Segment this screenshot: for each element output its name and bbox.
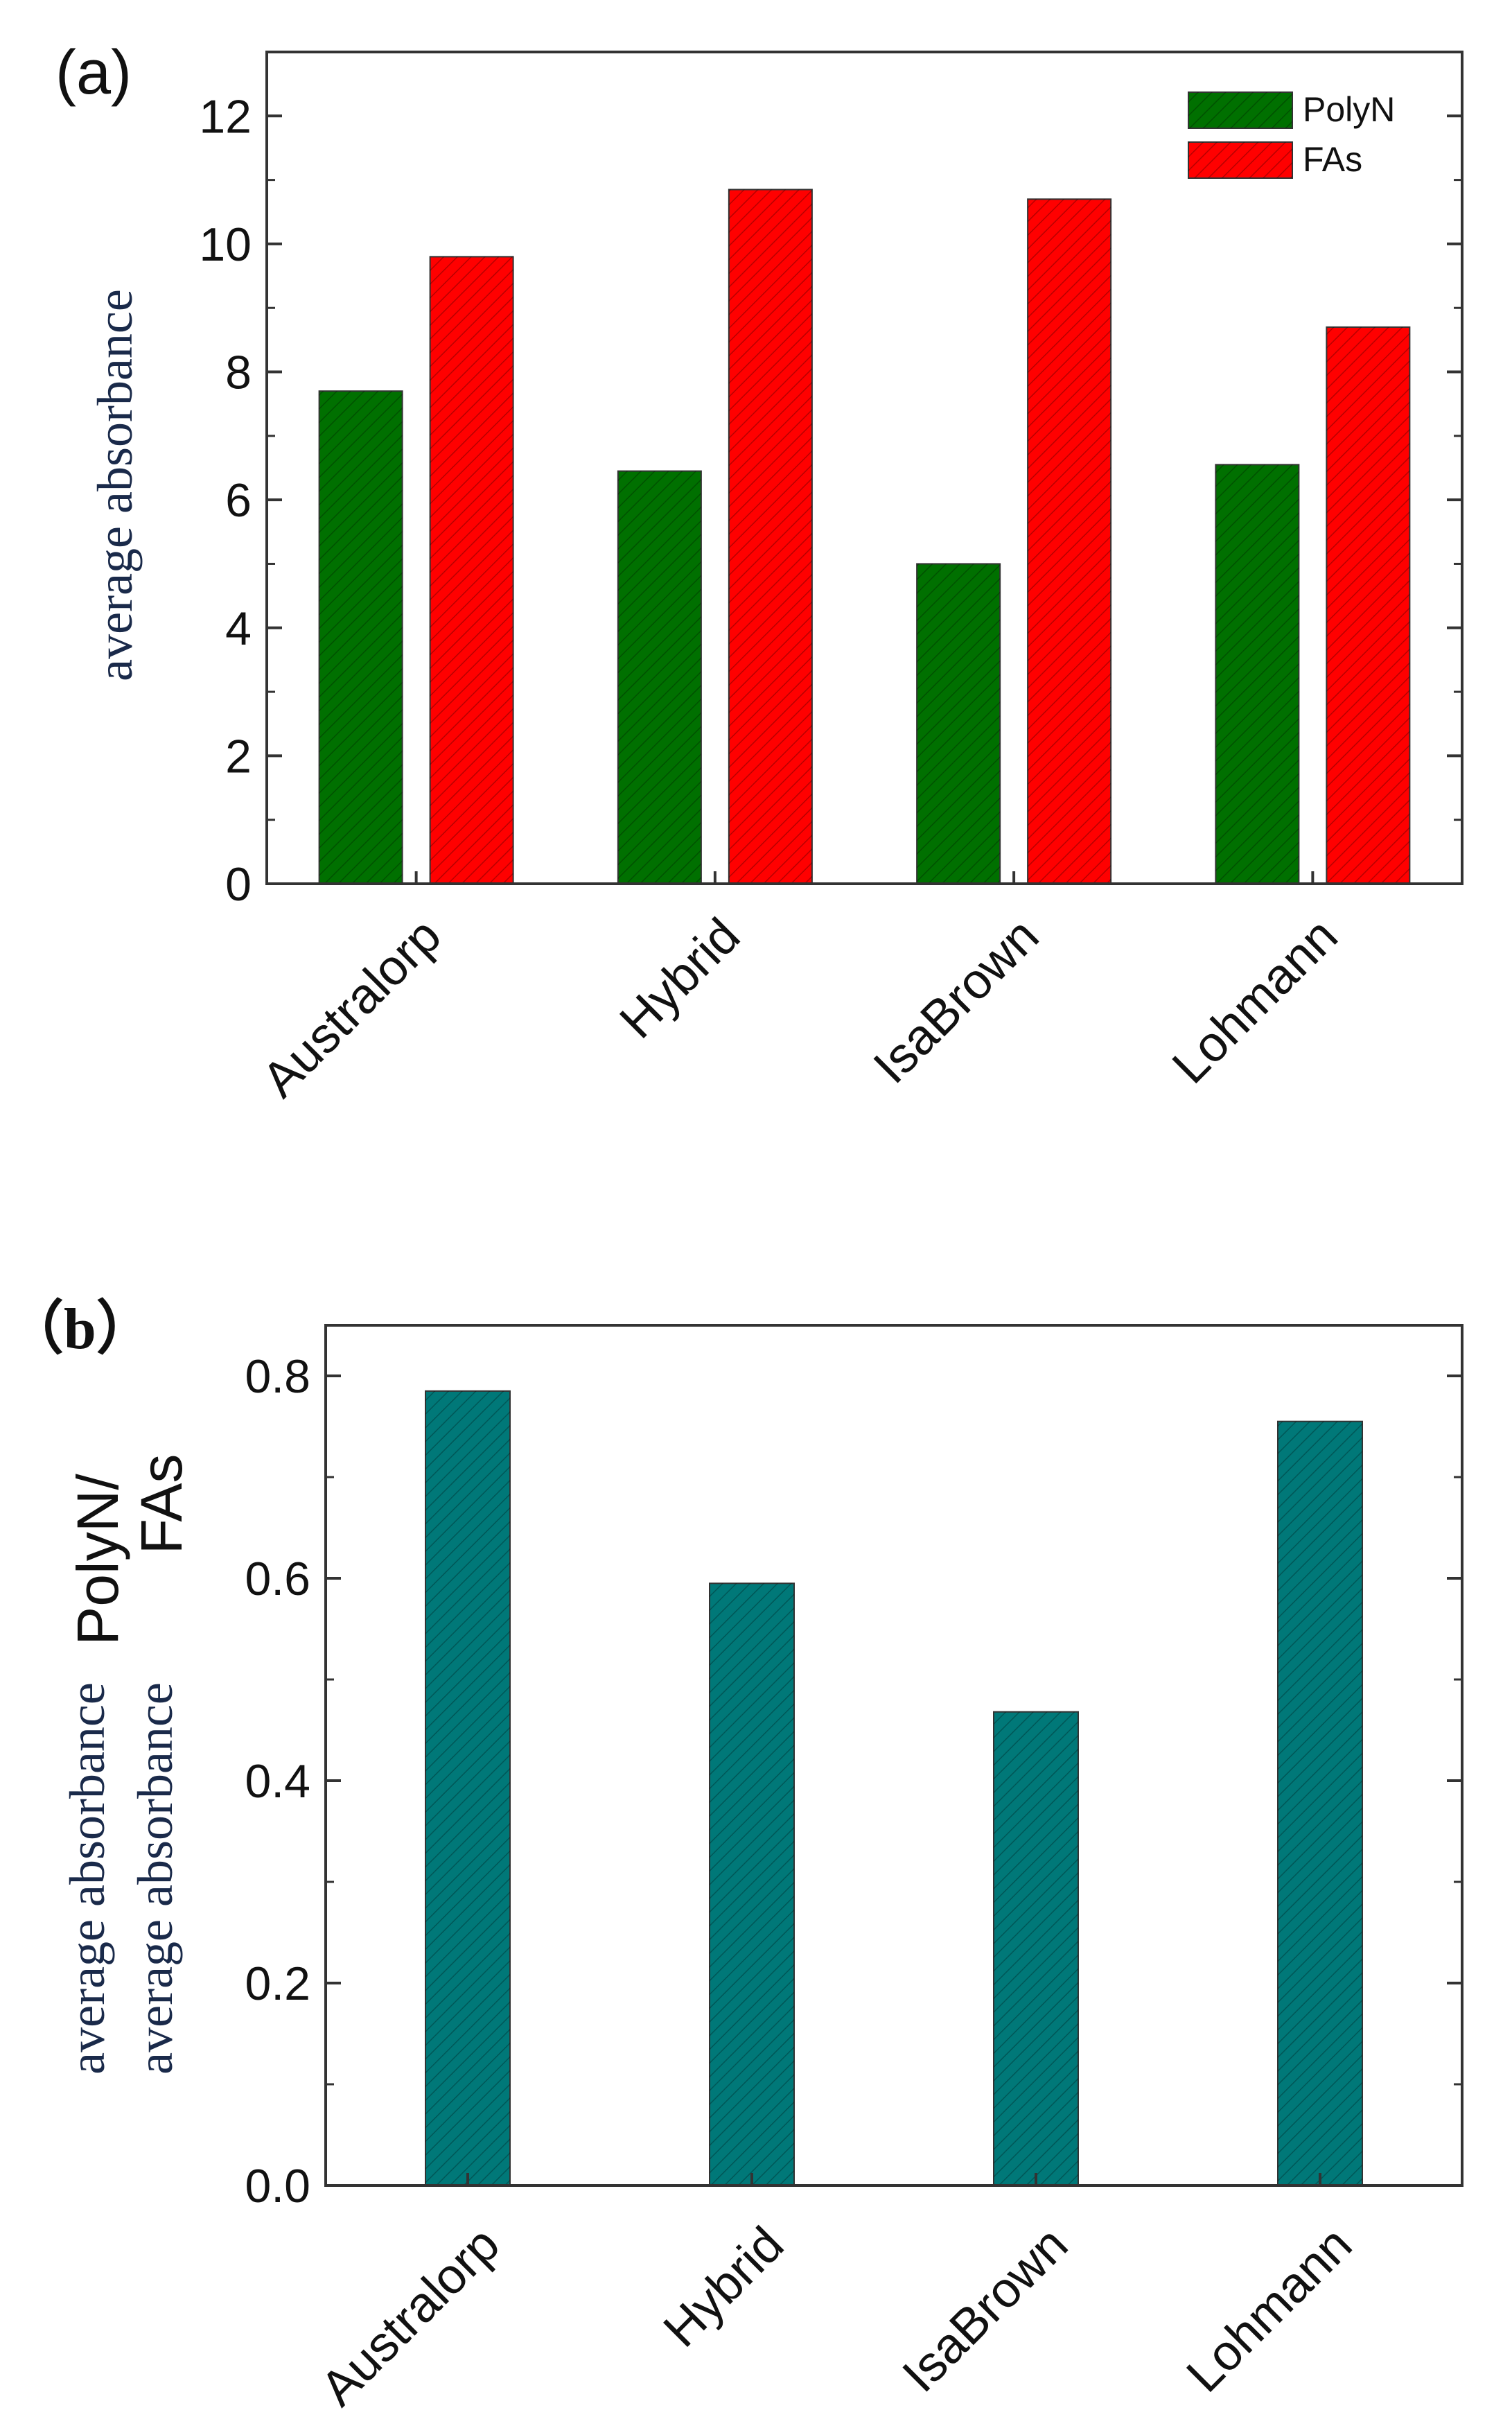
panel-b-y-ticks: 0.0 0.2 0.4 0.6 0.8 (245, 1350, 1462, 2213)
panel-a-legend: PolyN FAs (1188, 90, 1395, 179)
bar-polyn-fas-australorp-hatch (425, 1390, 510, 2185)
y-tick-label: 12 (199, 90, 252, 143)
bar-polyn-lohmann-hatch (1215, 464, 1299, 884)
y-tick-label: 0.0 (245, 2160, 310, 2213)
bar-fas-lohmann-hatch (1326, 326, 1410, 884)
bar-fas-isabrown-hatch (1028, 199, 1111, 884)
y-tick-label: 0.6 (245, 1553, 310, 1605)
x-category-label-isabrown: IsaBrown (893, 2217, 1079, 2403)
y-tick-label: 10 (199, 218, 252, 271)
bar-polyn-australorp-hatch (319, 391, 403, 884)
y-tick-label: 8 (225, 347, 252, 399)
x-category-label-lohmann: Lohmann (1176, 2217, 1362, 2403)
panel-a-category-labels: Australorp Hybrid IsaBrown Lohmann (252, 908, 1348, 1108)
panel-b-category-labels: Australorp Hybrid IsaBrown Lohmann (310, 2217, 1363, 2417)
x-category-label-australorp: Australorp (252, 908, 452, 1108)
x-category-label-hybrid: Hybrid (653, 2217, 795, 2358)
panel-a-plot-frame (265, 51, 1463, 885)
legend-label-polyn: PolyN (1303, 90, 1395, 129)
panel-a-y-ticks: 0 2 4 6 8 10 12 (199, 90, 1462, 911)
y-tick-label: 0.4 (245, 1755, 310, 1808)
panel-b-y-axis-label-numerator: PolyN/ (65, 1474, 130, 1646)
x-category-label-isabrown: IsaBrown (863, 908, 1050, 1094)
x-category-label-lohmann: Lohmann (1162, 908, 1348, 1094)
panel-a-bars (318, 189, 1411, 884)
y-tick-label: 2 (225, 730, 252, 783)
bar-fas-hybrid-hatch (728, 189, 812, 884)
y-tick-label: 0.8 (245, 1350, 310, 1403)
bar-polyn-fas-hybrid-hatch (710, 1583, 794, 2185)
y-tick-label: 0.2 (245, 1957, 310, 2010)
panel-a-label: (a) (55, 38, 132, 107)
panel-a-y-axis-label: average absorbance (87, 289, 143, 681)
panel-b-y-axis-label-line1: average absorbance (60, 1682, 115, 2075)
chart-panel-a: (a) average absorbance 0 2 4 6 8 10 12 Austral… (55, 38, 1463, 1108)
bar-polyn-isabrown-hatch (917, 564, 1001, 884)
x-category-label-australorp: Australorp (310, 2217, 511, 2417)
y-tick-label: 4 (225, 602, 252, 655)
legend-swatch-fas-hatch (1188, 142, 1292, 178)
bar-polyn-fas-lohmann-hatch (1278, 1421, 1362, 2185)
panel-b-plot-frame (324, 1324, 1463, 2187)
panel-b-bars (425, 1390, 1363, 2187)
panel-b-label: （b） (6, 1297, 155, 1361)
panel-b-y-axis-label-line2: average absorbance (128, 1682, 183, 2075)
bar-fas-australorp-hatch (430, 256, 513, 884)
y-tick-label: 0 (225, 858, 252, 911)
bar-polyn-hybrid-hatch (617, 471, 701, 884)
legend-label-fas: FAs (1303, 140, 1362, 179)
x-category-label-hybrid: Hybrid (609, 908, 750, 1049)
y-tick-label: 6 (225, 474, 252, 527)
legend-swatch-polyn-hatch (1188, 92, 1292, 128)
panel-b-y-axis-label-denominator: FAs (129, 1454, 194, 1555)
bar-polyn-fas-isabrown-hatch (994, 1711, 1078, 2185)
chart-panel-b: （b） average absorbance average absorbanc… (6, 1297, 1463, 2417)
